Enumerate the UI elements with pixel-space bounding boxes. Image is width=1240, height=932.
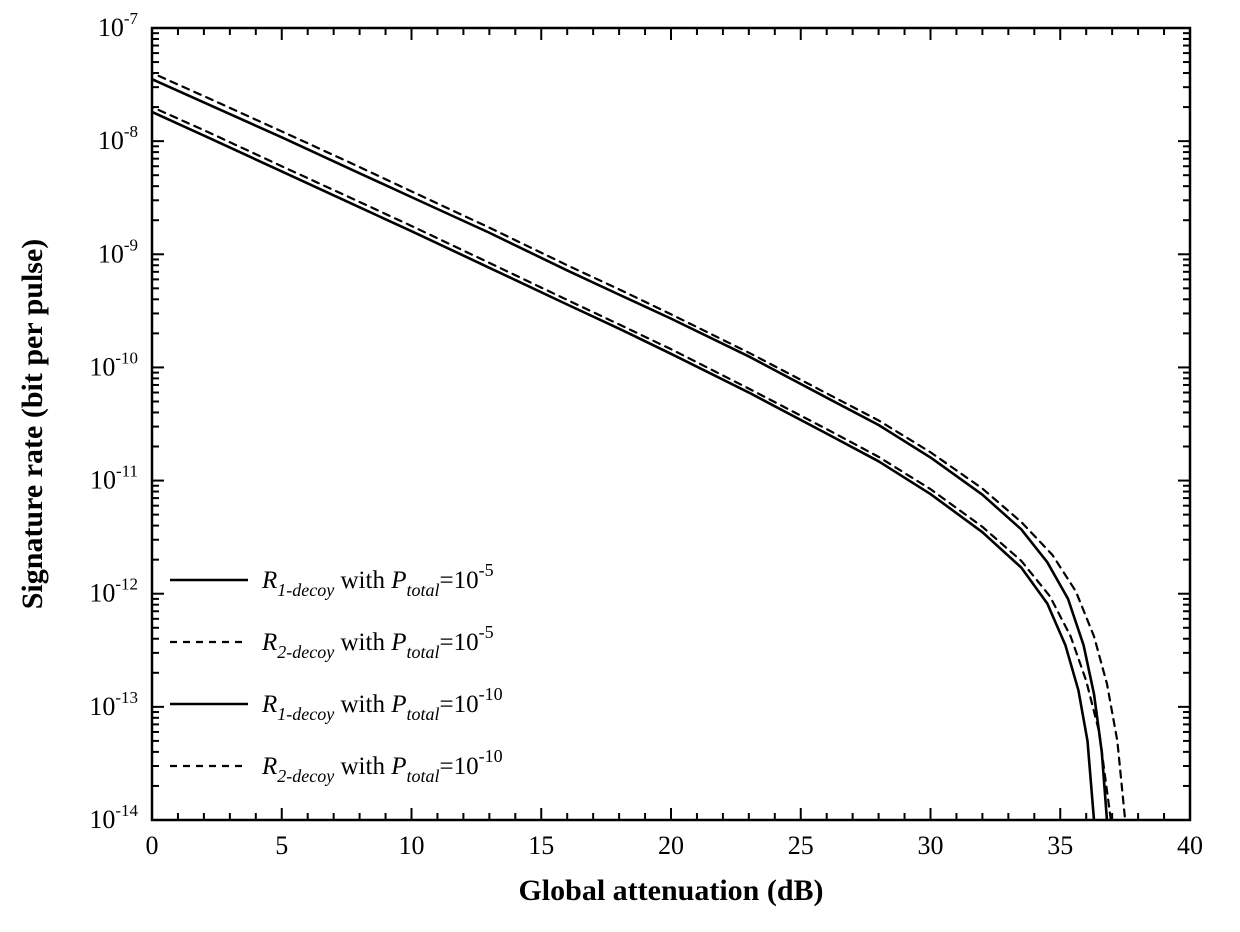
x-axis-label: Global attenuation (dB) bbox=[518, 874, 823, 907]
x-tick-label: 15 bbox=[528, 831, 554, 860]
y-axis-label: Signature rate (bit per pulse) bbox=[16, 239, 49, 610]
x-tick-label: 40 bbox=[1177, 831, 1203, 860]
x-tick-label: 10 bbox=[399, 831, 425, 860]
x-tick-label: 25 bbox=[788, 831, 814, 860]
x-tick-label: 35 bbox=[1047, 831, 1073, 860]
chart-svg: 051015202530354010-1410-1310-1210-1110-1… bbox=[0, 0, 1240, 932]
chart-container: 051015202530354010-1410-1310-1210-1110-1… bbox=[0, 0, 1240, 932]
x-tick-label: 30 bbox=[918, 831, 944, 860]
x-tick-label: 20 bbox=[658, 831, 684, 860]
x-tick-label: 5 bbox=[275, 831, 288, 860]
x-tick-label: 0 bbox=[146, 831, 159, 860]
